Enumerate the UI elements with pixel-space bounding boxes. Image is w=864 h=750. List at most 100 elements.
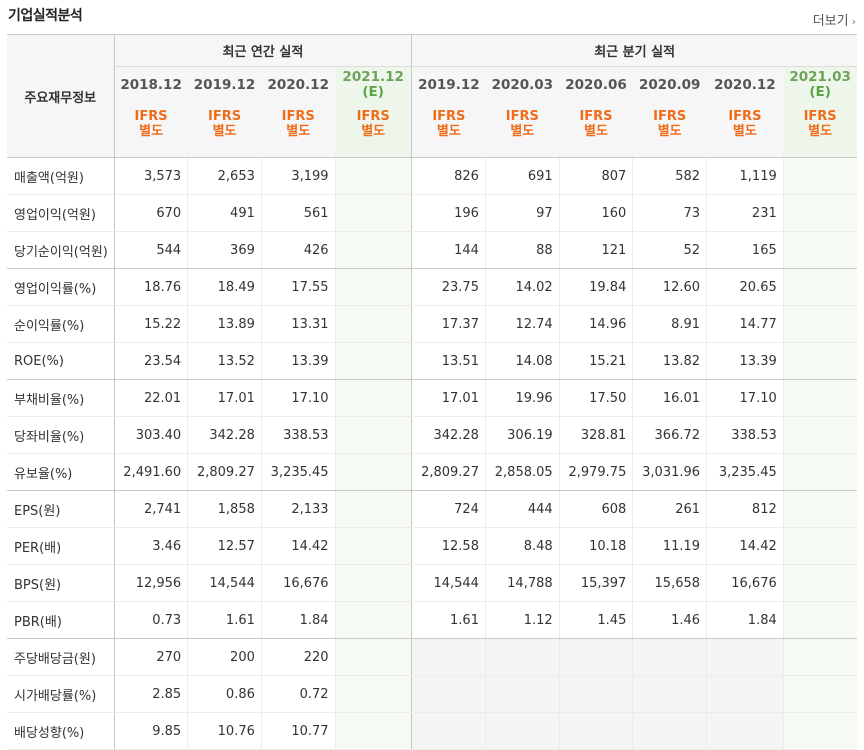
annual-value-cell [334, 379, 412, 417]
quarterly-value-cell: 23.75 [411, 268, 486, 306]
annual-value-cell: 2,809.27 [187, 453, 262, 491]
table-row: 매출액(억원) 3,573 2,653 3,199 826 691 807 582 1,119 [7, 157, 857, 195]
quarterly-value-cell: 12.58 [411, 527, 486, 565]
quarterly-value-cell [782, 712, 857, 750]
annual-value-cell: 2,133 [260, 490, 336, 528]
quarterly-value-cell [782, 564, 857, 602]
quarterly-value-cell: 8.91 [632, 305, 707, 343]
table-row: PER(배) 3.46 12.57 14.42 12.58 8.48 10.18 11.19 1… [7, 527, 857, 565]
quarterly-value-cell: 144 [411, 231, 486, 269]
quarterly-value-cell: 14.02 [484, 268, 560, 306]
quarterly-value-cell: 1.12 [484, 601, 560, 639]
annual-value-cell: 18.49 [187, 268, 262, 306]
quarterly-value-cell: 15,397 [558, 564, 633, 602]
period-date-header: 2021.12 (E) [335, 66, 412, 103]
quarterly-value-cell [632, 675, 707, 713]
annual-value-cell: 18.76 [113, 268, 188, 306]
annual-value-cell: 670 [113, 194, 188, 232]
financial-table: 주요재무정보 최근 연간 실적 최근 분기 실적 2018.12 2019.12 2… [7, 34, 857, 750]
annual-value-cell: 369 [187, 231, 262, 269]
quarterly-value-cell [484, 638, 560, 676]
quarterly-value-cell: 13.51 [411, 342, 486, 380]
row-label: 매출액(억원) [7, 157, 115, 195]
annual-value-cell: 12.57 [187, 527, 262, 565]
quarterly-value-cell: 3,031.96 [632, 453, 707, 491]
quarterly-group-header: 최근 분기 실적 [411, 34, 857, 67]
more-link[interactable]: 더보기 › [813, 10, 856, 29]
row-label: 부채비율(%) [7, 379, 115, 417]
quarterly-value-cell [782, 601, 857, 639]
annual-value-cell: 1,858 [187, 490, 262, 528]
annual-value-cell [334, 453, 412, 491]
quarterly-value-cell [411, 712, 486, 750]
period-date-header: 2020.06 [559, 66, 633, 103]
quarterly-value-cell [706, 675, 784, 713]
accounting-standard: IFRS 별도 [261, 103, 336, 158]
quarterly-value-cell: 160 [558, 194, 633, 232]
period-date-header: 2018.12 [114, 66, 188, 103]
quarterly-value-cell: 13.82 [632, 342, 707, 380]
quarterly-value-cell [782, 379, 857, 417]
quarterly-value-cell: 1.45 [558, 601, 633, 639]
annual-value-cell: 1.84 [260, 601, 336, 639]
quarterly-value-cell: 1.84 [706, 601, 784, 639]
quarterly-value-cell: 231 [706, 194, 784, 232]
accounting-standard: IFRS 별도 [632, 103, 707, 158]
annual-value-cell: 2,653 [187, 157, 262, 195]
quarterly-value-cell: 608 [558, 490, 633, 528]
quarterly-value-cell: 12.74 [484, 305, 560, 343]
standard-label: IFRS [803, 109, 837, 124]
annual-value-cell: 2,741 [113, 490, 188, 528]
accounting-standard: IFRS 별도 [783, 103, 857, 158]
quarterly-value-cell [782, 231, 857, 269]
row-label: 당좌비율(%) [7, 416, 115, 454]
period-date-header: 2020.12 [706, 66, 784, 103]
annual-value-cell: 3.46 [113, 527, 188, 565]
quarterly-value-cell: 826 [411, 157, 486, 195]
quarterly-value-cell: 121 [558, 231, 633, 269]
annual-value-cell: 0.73 [113, 601, 188, 639]
table-row: 영업이익(억원) 670 491 561 196 97 160 73 231 [7, 194, 857, 232]
standard-label: IFRS [281, 109, 315, 124]
quarterly-value-cell [706, 712, 784, 750]
annual-value-cell: 15.22 [113, 305, 188, 343]
annual-value-cell: 23.54 [113, 342, 188, 380]
row-label: ROE(%) [7, 342, 115, 380]
quarterly-value-cell: 12.60 [632, 268, 707, 306]
quarterly-value-cell: 14.42 [706, 527, 784, 565]
period-date-header: 2020.03 [485, 66, 560, 103]
quarterly-value-cell: 11.19 [632, 527, 707, 565]
quarterly-value-cell: 1,119 [706, 157, 784, 195]
accounting-standard: IFRS 별도 [187, 103, 262, 158]
quarterly-value-cell: 16.01 [632, 379, 707, 417]
period-date: 2019.12 [193, 76, 256, 93]
annual-value-cell [334, 268, 412, 306]
row-label: EPS(원) [7, 490, 115, 528]
table-row: 유보율(%) 2,491.60 2,809.27 3,235.45 2,809.27 2,… [7, 453, 857, 491]
more-label: 더보기 [812, 14, 849, 29]
annual-group-header: 최근 연간 실적 [114, 34, 412, 67]
annual-value-cell: 10.76 [187, 712, 262, 750]
annual-value-cell: 0.72 [260, 675, 336, 713]
quarterly-value-cell [558, 675, 633, 713]
quarterly-value-cell [632, 638, 707, 676]
quarterly-value-cell: 8.48 [484, 527, 560, 565]
row-label-header: 주요재무정보 [7, 34, 115, 158]
quarterly-value-cell: 807 [558, 157, 633, 195]
quarterly-value-cell [782, 675, 857, 713]
quarterly-value-cell: 2,858.05 [484, 453, 560, 491]
estimate-marker: (E) [809, 84, 831, 100]
quarterly-value-cell [558, 638, 633, 676]
quarterly-value-cell [782, 305, 857, 343]
annual-value-cell [334, 490, 412, 528]
row-label: 순이익률(%) [7, 305, 115, 343]
period-date: 2018.12 [120, 76, 182, 93]
quarterly-value-cell [782, 453, 857, 491]
quarterly-value-cell: 724 [411, 490, 486, 528]
standard-label: IFRS [653, 109, 687, 124]
annual-value-cell: 14.42 [260, 527, 336, 565]
annual-value-cell [334, 194, 412, 232]
quarterly-value-cell: 444 [484, 490, 560, 528]
section-title: 기업실적분석 [8, 8, 83, 24]
period-date: 2021.12 [342, 69, 404, 85]
